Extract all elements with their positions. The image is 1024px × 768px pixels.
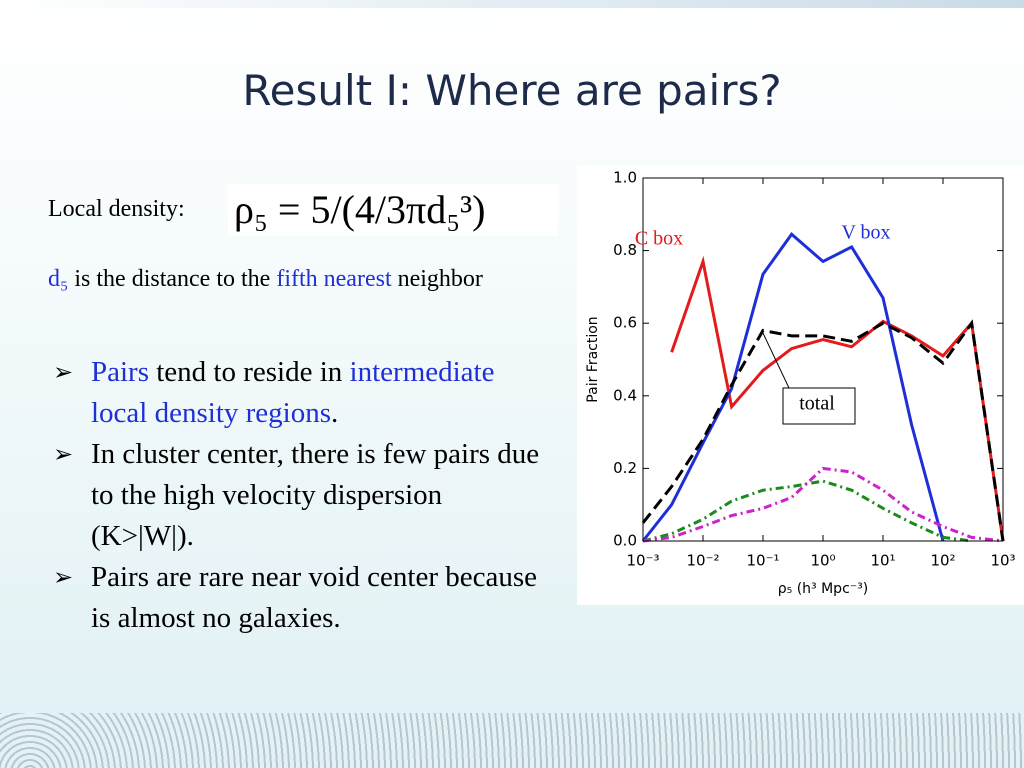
x-axis-label: ρ₅ (h³ Mpc⁻³): [778, 581, 868, 597]
density-label: Local density:: [48, 196, 185, 222]
bullet: ➢ In cluster center, there is few pairs d…: [53, 438, 540, 552]
bullet: ➢ Pairs are rare near void center because…: [53, 561, 538, 634]
x-tick-label: 10⁻²: [686, 552, 719, 570]
x-tick-label: 10³: [990, 552, 1015, 570]
series-annotation: C box: [635, 228, 683, 250]
top-bar: [0, 0, 1024, 8]
series-line: [642, 466, 1004, 543]
annotation-box: [782, 387, 856, 425]
series-annotation: total: [799, 393, 835, 415]
text-run: Pairs: [91, 356, 149, 388]
x-tick-label: 10²: [930, 552, 955, 570]
text-run: is the distance to the: [68, 266, 277, 292]
text-run: tend to reside in: [149, 356, 350, 388]
y-axis-label: Pair Fraction: [585, 316, 601, 402]
y-tick-label: 0.8: [613, 241, 637, 259]
bullet-list: ➢ Pairs tend to reside in intermediate lo…: [50, 352, 540, 639]
text-run: .: [331, 397, 339, 429]
text-run: In cluster center, there is few pairs du…: [91, 438, 540, 552]
chart: 0.0 0.2 0.4 0.6 0.8 1.0 10⁻³ 10⁻² 10⁻¹ 10⁰ 10¹ 10² 1…: [577, 165, 1024, 605]
series-line: [641, 232, 945, 542]
x-tick-label: 10¹: [870, 552, 895, 570]
series-line: [641, 319, 1005, 542]
series-line: [670, 255, 1005, 542]
text-run: fifth nearest: [276, 266, 392, 292]
definition: d₅ is the distance to the fifth nearest …: [48, 262, 518, 296]
y-tick-label: 0.6: [613, 314, 637, 332]
annotation-pointer: [761, 330, 790, 389]
series-line: [642, 479, 972, 543]
slide-title: Result I: Where are pairs?: [242, 66, 782, 115]
wave-decoration: [0, 713, 1024, 768]
text-run: Pairs are rare near void center because …: [91, 561, 538, 634]
x-tick-label: 10⁻¹: [746, 552, 779, 570]
x-tick-label: 10⁻³: [626, 552, 659, 570]
plot-frame: [642, 177, 1004, 542]
series-annotation: V box: [841, 222, 890, 244]
text-run: neighbor: [391, 266, 483, 292]
y-tick-label: 1.0: [613, 169, 637, 187]
y-tick-label: 0.2: [613, 459, 637, 477]
text-run: d₅: [48, 266, 69, 292]
x-tick-label: 10⁰: [810, 552, 835, 570]
text-run: intermediate local density regions: [91, 356, 495, 429]
bullet: ➢ Pairs tend to reside in intermediate lo…: [53, 356, 495, 429]
formula: ρ₅ = 5/(4/3πd₅³): [228, 184, 558, 236]
y-tick-label: 0.0: [613, 532, 637, 550]
y-tick-label: 0.4: [613, 386, 637, 404]
